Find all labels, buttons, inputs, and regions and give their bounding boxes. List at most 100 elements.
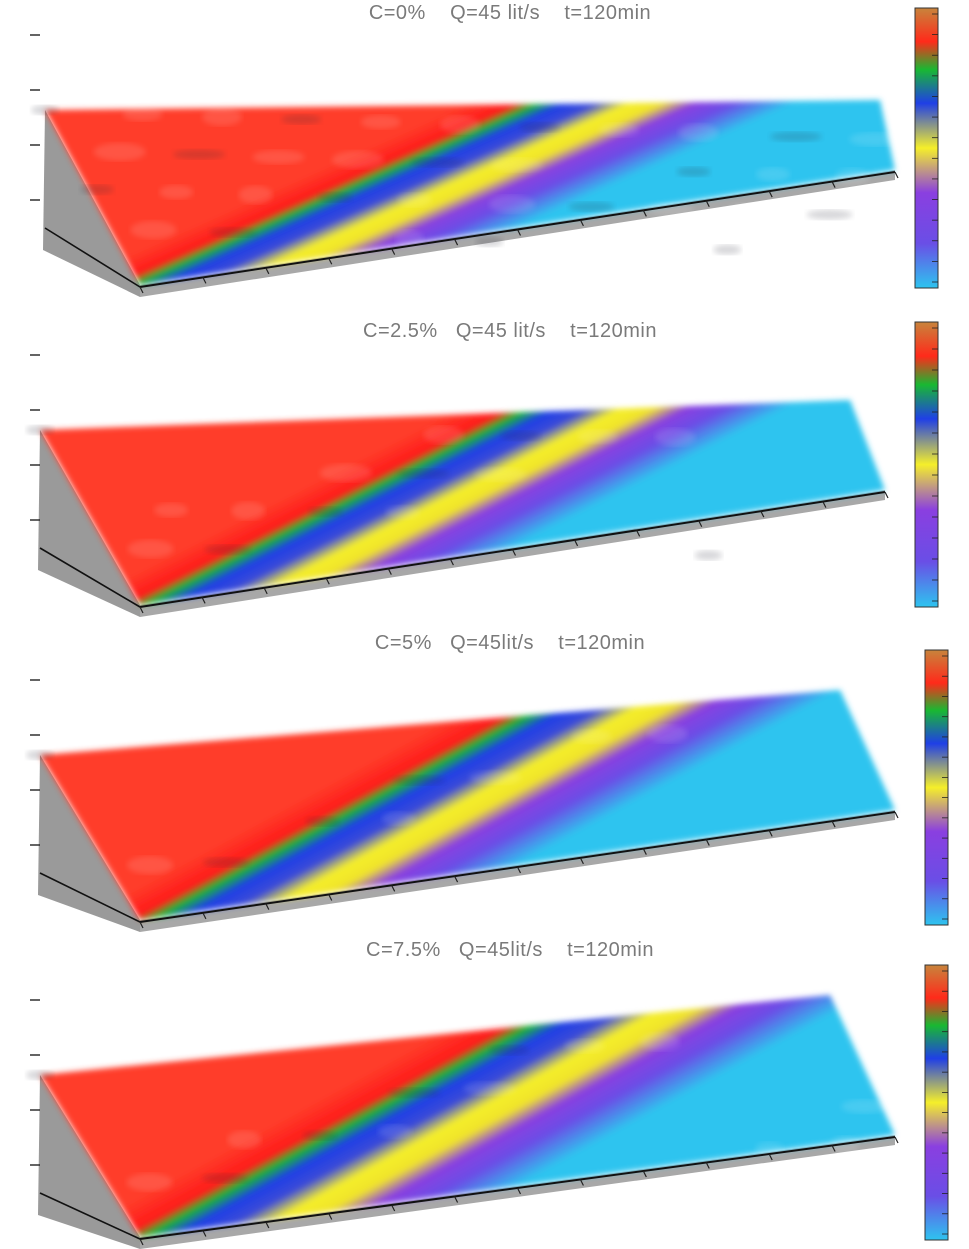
surface-texture — [872, 245, 901, 264]
surface-texture — [475, 236, 504, 247]
surface-texture — [839, 832, 868, 851]
x-tick — [831, 181, 836, 188]
x-tick — [831, 1145, 836, 1152]
surface-side-wall — [38, 755, 140, 932]
surface-texture — [771, 548, 800, 563]
surface-texture — [231, 501, 266, 520]
surface-side-wall — [38, 430, 140, 617]
surface-plot-c5 — [26, 649, 949, 932]
colorbar — [914, 7, 939, 289]
surface-texture — [388, 1087, 441, 1098]
elevation-surface — [40, 995, 895, 1237]
x-tick — [636, 530, 641, 537]
x-tick — [328, 894, 333, 901]
surface-texture — [647, 202, 694, 217]
x-tick — [831, 820, 836, 828]
surface-texture — [727, 202, 774, 221]
colorbar — [924, 964, 949, 1241]
surface-texture — [395, 230, 424, 249]
surface-texture — [564, 1038, 605, 1053]
x-tick — [454, 875, 459, 883]
surface-texture — [385, 505, 420, 520]
x-tick — [579, 1179, 584, 1186]
x-tick — [391, 248, 396, 255]
surface-texture — [806, 209, 853, 220]
surface-texture — [490, 157, 543, 172]
surface-texture — [122, 107, 163, 122]
x-tick — [894, 1136, 899, 1144]
surface-texture — [127, 856, 174, 875]
surface-texture — [577, 429, 618, 444]
surface-texture — [655, 428, 696, 447]
surface-texture — [639, 1032, 680, 1051]
surface-texture — [238, 185, 273, 204]
surface-texture — [423, 425, 464, 444]
x-tick — [265, 1221, 270, 1229]
x-tick — [705, 839, 710, 846]
surface-texture — [305, 816, 340, 827]
surface-texture — [848, 547, 877, 566]
elevation-surface — [45, 100, 895, 285]
surface-texture — [860, 511, 907, 526]
x-tick — [454, 1196, 459, 1203]
panel-c5: C=5% Q=45lit/s t=120min — [0, 630, 969, 942]
x-tick — [894, 811, 899, 819]
surface-texture — [835, 167, 870, 186]
surface-texture — [227, 1130, 262, 1149]
surface-texture — [154, 503, 189, 518]
surface-texture — [397, 468, 450, 479]
surface-texture — [127, 539, 174, 558]
surface-texture — [31, 105, 59, 115]
x-tick — [768, 190, 773, 198]
colorbar — [914, 321, 939, 608]
x-tick — [201, 597, 206, 604]
x-tick — [516, 1187, 522, 1195]
surface-side-wall — [38, 1075, 140, 1249]
surface-texture — [647, 724, 688, 743]
surface-texture — [769, 131, 822, 142]
surface-texture — [204, 544, 251, 555]
x-tick — [328, 257, 333, 265]
x-tick — [705, 1162, 710, 1169]
surface-texture — [93, 142, 146, 161]
surface-texture — [554, 237, 583, 252]
panel-title: C=5% Q=45lit/s t=120min — [374, 632, 646, 654]
surface-texture — [26, 425, 54, 435]
x-tick — [139, 286, 144, 294]
panel-title: C=0% Q=45 lit/s t=120min — [368, 2, 652, 24]
surface-texture — [360, 115, 401, 130]
x-tick — [760, 510, 765, 518]
surface-texture — [474, 467, 527, 482]
y-axis-line — [39, 872, 141, 923]
x-axis-line — [139, 491, 886, 608]
surface-texture — [519, 122, 560, 133]
surface-texture — [571, 729, 612, 744]
surface-texture — [713, 244, 742, 255]
panel-title: C=2.5% Q=45 lit/s t=120min — [363, 320, 657, 342]
x-tick — [391, 885, 396, 892]
x-tick — [202, 277, 207, 284]
surface-texture — [463, 1081, 516, 1096]
surface-texture — [676, 166, 711, 177]
surface-texture — [849, 132, 902, 147]
surface-texture — [26, 1070, 54, 1080]
surface-texture — [302, 1130, 337, 1141]
colorbar — [924, 649, 949, 926]
x-tick — [516, 229, 522, 236]
elevation-surface — [40, 400, 885, 605]
panel-c2-5: C=2.5% Q=45 lit/s t=120min — [0, 318, 969, 630]
surface-texture — [469, 770, 522, 785]
surface-texture — [633, 238, 662, 257]
surface-texture — [440, 115, 481, 134]
x-tick — [894, 171, 899, 179]
x-tick — [263, 587, 268, 595]
x-tick — [391, 1204, 396, 1212]
surface-texture — [318, 192, 353, 203]
surface-texture — [397, 192, 432, 207]
x-tick — [449, 558, 454, 566]
panel-c7-5: C=7.5% Q=45lit/s t=120min — [0, 937, 969, 1249]
surface-texture — [308, 506, 343, 517]
surface-texture — [678, 123, 719, 142]
x-tick — [642, 1170, 647, 1178]
y-axis-line — [39, 547, 141, 608]
